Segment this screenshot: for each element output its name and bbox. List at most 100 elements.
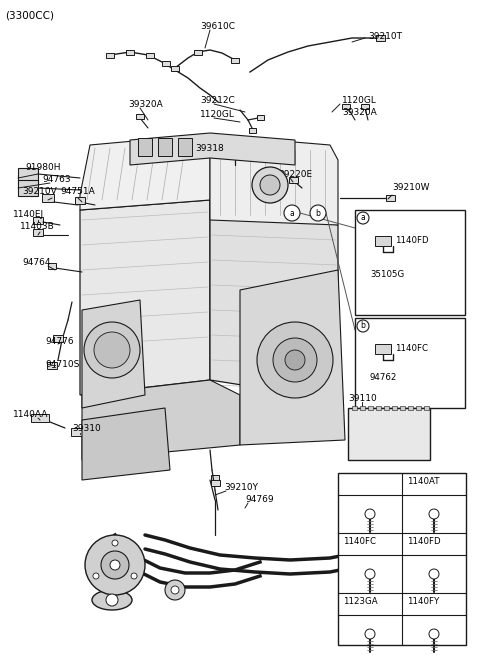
Bar (106, 52, 114, 58)
Bar (424, 406, 429, 410)
Bar (375, 35, 384, 41)
Circle shape (171, 586, 179, 594)
Circle shape (257, 322, 333, 398)
Text: 91980H: 91980H (25, 163, 60, 172)
Circle shape (84, 322, 140, 378)
Polygon shape (240, 270, 345, 445)
Circle shape (357, 320, 369, 332)
Bar (288, 177, 298, 183)
Bar (352, 406, 357, 410)
Text: 39220E: 39220E (278, 170, 312, 179)
Bar (360, 406, 365, 410)
Text: 39320A: 39320A (342, 108, 377, 117)
Circle shape (310, 205, 326, 221)
Bar (158, 138, 172, 156)
Bar (416, 406, 421, 410)
Text: 39610C: 39610C (200, 22, 235, 31)
Text: 39210V: 39210V (22, 187, 57, 196)
Text: 1140EJ: 1140EJ (13, 210, 44, 219)
Bar (384, 406, 389, 410)
Circle shape (365, 569, 375, 579)
Bar (42, 194, 54, 202)
Circle shape (112, 540, 118, 546)
Bar (392, 406, 397, 410)
Text: 39210Y: 39210Y (224, 483, 258, 492)
Text: 1140FC: 1140FC (395, 344, 428, 353)
Text: 1140AT: 1140AT (407, 477, 440, 486)
Bar (126, 50, 134, 54)
Circle shape (284, 205, 300, 221)
Circle shape (429, 629, 439, 639)
Bar (75, 196, 85, 204)
Polygon shape (210, 135, 338, 225)
Bar (249, 128, 255, 132)
Bar (368, 406, 373, 410)
Circle shape (165, 580, 185, 600)
Bar (400, 406, 405, 410)
Text: b: b (315, 208, 321, 217)
Bar (211, 480, 219, 486)
Polygon shape (80, 200, 210, 395)
Circle shape (273, 338, 317, 382)
Text: 39210W: 39210W (392, 183, 430, 192)
Bar (18, 168, 38, 184)
Text: 1140FD: 1140FD (395, 236, 429, 245)
Text: 39310: 39310 (72, 424, 101, 433)
Text: 39212C: 39212C (200, 96, 235, 105)
Text: 94751A: 94751A (60, 187, 95, 196)
Text: 39210T: 39210T (368, 32, 402, 41)
Text: 1123GA: 1123GA (343, 597, 378, 606)
Text: 94764: 94764 (22, 258, 50, 267)
Text: a: a (289, 208, 294, 217)
Circle shape (85, 535, 145, 595)
Polygon shape (210, 200, 338, 400)
Text: b: b (360, 322, 365, 331)
Text: 94762: 94762 (370, 373, 397, 382)
Bar (171, 66, 179, 71)
Text: 94776: 94776 (45, 337, 73, 346)
Circle shape (365, 509, 375, 519)
Text: 94763: 94763 (42, 175, 71, 184)
Text: 1140FC: 1140FC (343, 537, 376, 546)
Circle shape (110, 560, 120, 570)
Bar (256, 115, 264, 119)
Bar (355, 210, 465, 315)
Text: 11403B: 11403B (20, 222, 55, 231)
Polygon shape (82, 380, 240, 460)
Bar (408, 406, 413, 410)
Bar (48, 263, 56, 269)
Polygon shape (130, 133, 295, 165)
Text: 39110: 39110 (348, 394, 377, 403)
Bar (361, 103, 369, 109)
Circle shape (252, 167, 288, 203)
Bar (146, 52, 154, 58)
Bar (31, 414, 49, 422)
Circle shape (94, 332, 130, 368)
Text: (3300CC): (3300CC) (5, 10, 54, 20)
Ellipse shape (92, 590, 132, 610)
Bar (162, 60, 170, 66)
Bar (376, 406, 381, 410)
Bar (53, 335, 63, 341)
Text: 1140FD: 1140FD (407, 537, 441, 546)
Bar (18, 180, 38, 196)
Text: 1140FY: 1140FY (407, 597, 439, 606)
Circle shape (429, 569, 439, 579)
Bar (211, 475, 219, 481)
Circle shape (93, 573, 99, 579)
Text: 39318: 39318 (195, 144, 224, 153)
Text: 1120GL: 1120GL (342, 96, 377, 105)
Circle shape (101, 551, 129, 579)
Text: 1120GL: 1120GL (200, 110, 235, 119)
Bar (33, 229, 43, 236)
Circle shape (357, 212, 369, 224)
Circle shape (365, 629, 375, 639)
Bar (194, 50, 202, 54)
Bar (348, 408, 430, 460)
Polygon shape (82, 408, 170, 480)
Text: 94769: 94769 (245, 495, 274, 504)
Bar (342, 103, 350, 109)
Bar (355, 318, 465, 408)
Bar (178, 138, 192, 156)
Bar (136, 113, 144, 119)
